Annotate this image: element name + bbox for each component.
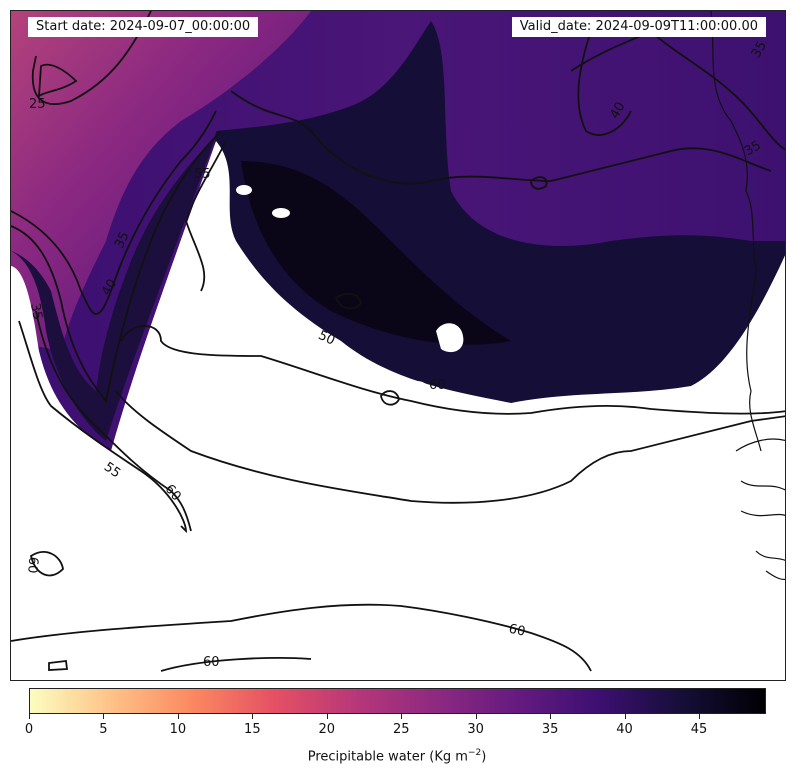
colorbar-label-close: ) bbox=[481, 749, 487, 765]
contour-label: 60 bbox=[24, 556, 40, 574]
contour-label: 55 bbox=[194, 167, 211, 182]
colorbar-tick-mark bbox=[624, 714, 626, 719]
contour-60-west bbox=[35, 310, 192, 532]
coast-east-b bbox=[735, 438, 785, 452]
coast-east-e bbox=[755, 550, 785, 561]
contour-60-island bbox=[29, 551, 64, 577]
colorbar-tick-label: 35 bbox=[541, 722, 559, 737]
contour-label: 25 bbox=[29, 97, 46, 112]
colorbar-tick-label: 15 bbox=[244, 722, 261, 737]
pocket-2 bbox=[236, 185, 252, 195]
colorbar-label-unit-exponent: −2 bbox=[467, 748, 482, 758]
contour-50-blob bbox=[380, 390, 400, 406]
contour-label: 60 bbox=[203, 655, 220, 670]
colorbar-tick-label: 10 bbox=[169, 722, 187, 737]
contour-40-north bbox=[230, 90, 772, 185]
precipitable-water-map: 25 35 40 35 55 60 55 60 60 60 60 40 35 3… bbox=[11, 11, 785, 680]
contour-35-west bbox=[11, 110, 217, 315]
pocket-1 bbox=[436, 323, 464, 353]
colorbar bbox=[29, 688, 766, 714]
colorbar-tick-mark bbox=[475, 714, 477, 719]
contour-40-small bbox=[530, 176, 548, 190]
colorbar-tick-mark bbox=[252, 714, 254, 719]
contour-55-south bbox=[120, 325, 785, 415]
contour-label: 35 bbox=[27, 302, 45, 321]
contour-55-central bbox=[185, 140, 227, 292]
colorbar-tick-mark bbox=[29, 714, 30, 719]
contour-40-west bbox=[11, 130, 222, 404]
colorbar-tick-label: 5 bbox=[99, 722, 108, 737]
contour-label: 40 bbox=[607, 100, 628, 122]
pocket-4 bbox=[411, 381, 432, 401]
dry-region bbox=[11, 11, 311, 351]
contour-60-bottom-b bbox=[160, 657, 312, 672]
colorbar-label: Precipitable water (Kg m−2) bbox=[0, 748, 794, 764]
contour-60-bottom bbox=[11, 603, 592, 672]
coastline bbox=[710, 11, 785, 581]
colorbar-label-text: Precipitable water (Kg m bbox=[307, 749, 468, 765]
start-date-label: Start date: 2024-09-07_00:00:00 bbox=[28, 17, 259, 37]
contour-label: 35 bbox=[742, 138, 764, 159]
colorbar-tick-label: 45 bbox=[690, 722, 708, 737]
coast-east bbox=[710, 11, 762, 452]
contour-60-blob bbox=[48, 660, 69, 671]
contour-35-north bbox=[570, 29, 785, 151]
contour-label: 40 bbox=[99, 277, 120, 299]
colorbar-tick-mark bbox=[699, 714, 700, 719]
contour-label: 60 bbox=[429, 378, 446, 393]
coast-east-d bbox=[740, 510, 785, 517]
western-moist-band bbox=[11, 136, 216, 441]
contour-label: 35 bbox=[112, 230, 133, 251]
colorbar-tick-label: 20 bbox=[318, 722, 336, 737]
contour-25-b bbox=[37, 63, 78, 98]
colorbar-tick-label: 0 bbox=[24, 722, 34, 737]
contour-25-a bbox=[31, 11, 152, 106]
contour-lines bbox=[11, 11, 785, 672]
colorbar-tick-mark bbox=[326, 714, 328, 719]
contour-40-ne bbox=[577, 30, 632, 136]
colorbar-tick-label: 40 bbox=[616, 722, 633, 737]
colorbar-tick-mark bbox=[103, 714, 105, 719]
contour-55-west bbox=[18, 320, 187, 534]
coast-east-f bbox=[765, 570, 785, 581]
colorbar-tick-mark bbox=[401, 714, 403, 719]
pocket-3 bbox=[272, 208, 290, 218]
coast-east-c bbox=[740, 480, 785, 491]
valid-date-label: Valid_date: 2024-09-09T11:00:00.00 bbox=[511, 17, 766, 37]
contour-label: 35 bbox=[749, 39, 770, 61]
map-panel: 25 35 40 35 55 60 55 60 60 60 60 40 35 3… bbox=[10, 10, 786, 681]
contour-label: 50 bbox=[316, 328, 337, 349]
contour-label: 60 bbox=[507, 622, 526, 640]
moist-core-inner bbox=[241, 161, 511, 345]
contour-45-blob bbox=[334, 292, 362, 310]
contour-60-south bbox=[115, 390, 785, 504]
colorbar-tick-mark bbox=[550, 714, 552, 719]
colorbar-tick-mark bbox=[177, 714, 179, 719]
colorbar-tick-label: 30 bbox=[467, 722, 484, 737]
colorbar-tick-label: 25 bbox=[392, 722, 410, 737]
